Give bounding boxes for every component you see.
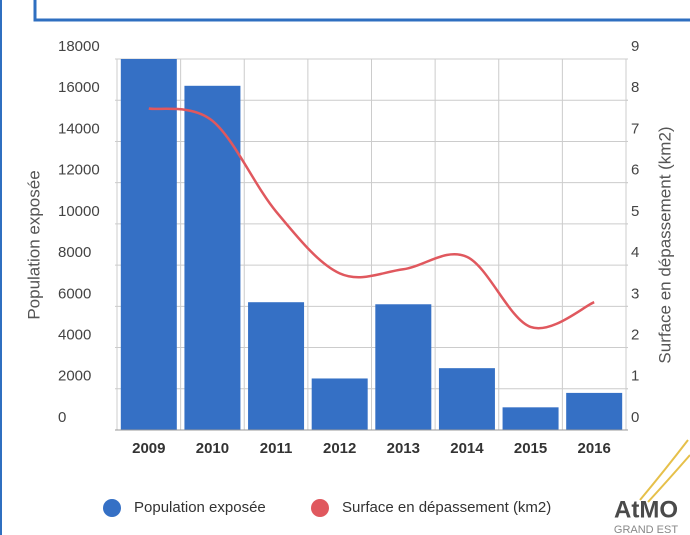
y-tick-label: 12000: [58, 162, 100, 179]
x-tick-label: 2009: [132, 440, 165, 457]
logo-swoosh: [639, 439, 690, 503]
bar: [502, 407, 559, 430]
logo: AtMO GRAND EST: [614, 439, 690, 535]
y2-tick-label: 7: [631, 120, 639, 137]
y2-axis-title: Surface en dépassement (km2): [655, 126, 674, 363]
y-axis-title: Population exposée: [24, 170, 43, 319]
y2-tick-label: 2: [631, 327, 639, 344]
x-tick-label: 2012: [323, 440, 356, 457]
y2-tick-label: 5: [631, 203, 639, 220]
legend-swatch: [311, 499, 329, 517]
y-tick-label: 6000: [58, 285, 91, 302]
y2-tick-label: 4: [631, 244, 639, 261]
y-tick-label: 4000: [58, 327, 91, 344]
bar: [120, 59, 177, 430]
x-tick-label: 2014: [450, 440, 484, 457]
y-tick-label: 8000: [58, 244, 91, 261]
bar: [375, 304, 432, 430]
y2-tick-label: 3: [631, 285, 639, 302]
y2-tick-label: 9: [631, 38, 639, 55]
y-tick-label: 16000: [58, 79, 100, 96]
y-tick-label: 18000: [58, 38, 100, 55]
legend-label: Surface en dépassement (km2): [342, 499, 551, 516]
bar: [184, 85, 241, 431]
logo-text: AtMO: [614, 496, 678, 523]
legend-swatch: [103, 499, 121, 517]
bar: [566, 392, 623, 430]
logo-subtext: GRAND EST: [614, 524, 678, 535]
bar: [438, 368, 495, 430]
x-tick-label: 2013: [387, 440, 420, 457]
y2-tick-label: 0: [631, 409, 639, 426]
x-tick-label: 2010: [196, 440, 229, 457]
y-tick-label: 0: [58, 409, 66, 426]
line: [148, 107, 595, 330]
y2-tick-label: 6: [631, 162, 639, 179]
y-tick-label: 14000: [58, 120, 100, 137]
y2-tick-label: 1: [631, 368, 639, 385]
bar: [248, 302, 305, 430]
y2-tick-label: 8: [631, 79, 639, 96]
x-tick-label: 2016: [578, 440, 611, 457]
y-tick-label: 2000: [58, 368, 91, 385]
x-tick-label: 2015: [514, 440, 547, 457]
y-tick-label: 10000: [58, 203, 100, 220]
frame: [33, 0, 690, 22]
bar: [311, 378, 368, 430]
x-tick-label: 2011: [260, 440, 293, 457]
legend-label: Population exposée: [134, 499, 266, 516]
